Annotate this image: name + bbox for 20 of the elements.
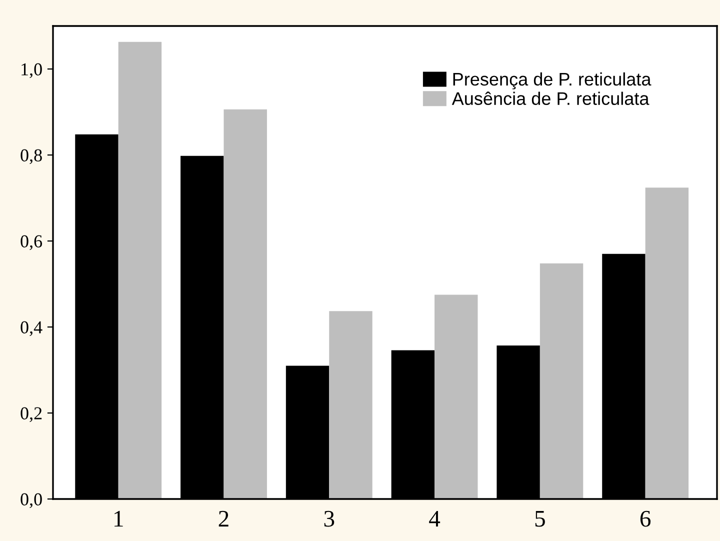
x-tick-label: 4 (429, 510, 440, 526)
legend-label: Ausência de P. reticulata (452, 92, 650, 105)
x-tick-label: 1 (114, 510, 123, 526)
y-tick-label: 0,6 (20, 235, 42, 250)
legend-label: Presença de P. reticulata (453, 72, 652, 90)
y-tick-label: 0,0 (20, 493, 42, 508)
bar (329, 311, 372, 499)
x-tick-label: 3 (324, 510, 334, 527)
bar (434, 294, 478, 499)
y-tick-label: 0,8 (20, 149, 42, 164)
bar (224, 109, 267, 499)
x-tick-label: 6 (640, 510, 651, 527)
x-tick-label: 5 (535, 511, 545, 527)
y-tick-label: 0,2 (20, 407, 42, 422)
x-tick-label: 2 (218, 510, 228, 526)
y-tick-label: 0,4 (20, 321, 42, 336)
bar (645, 188, 689, 499)
y-tick-label: 1,0 (22, 63, 42, 78)
bar (540, 263, 584, 499)
bar (118, 42, 162, 499)
